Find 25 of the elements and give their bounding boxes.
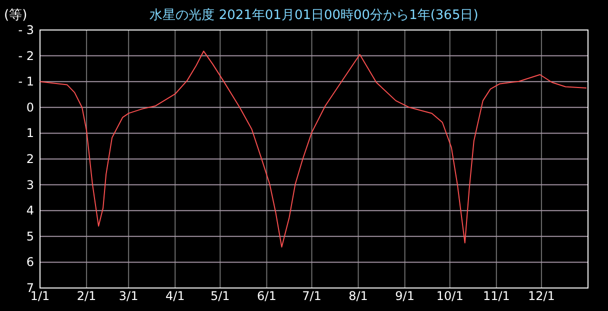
x-tick-label: 4/1: [165, 289, 185, 303]
y-tick-label: 3: [26, 178, 34, 192]
y-tick-label: 4: [26, 204, 34, 218]
x-tick-label: 8/1: [348, 289, 368, 303]
chart-title: 水星の光度 2021年01月01日00時00分から1年(365日): [150, 7, 478, 23]
x-tick-label: 1/1: [30, 289, 50, 303]
x-tick-label: 9/1: [395, 289, 414, 303]
y-tick-label: 0: [26, 100, 34, 114]
x-tick-label: 10/1: [436, 289, 464, 303]
y-tick-label: 1: [26, 126, 34, 140]
line-series: [40, 50, 587, 248]
x-tick-label: 3/1: [118, 289, 138, 303]
y-tick-label: 5: [26, 229, 34, 244]
x-tick-label: 2/1: [76, 289, 96, 303]
y-tick-label: - 3: [18, 23, 34, 37]
x-tick-label: 11/1: [482, 289, 510, 303]
y-tick-label: 6: [26, 255, 34, 270]
x-tick-label: 5/1: [210, 289, 230, 303]
y-tick-label: - 2: [18, 48, 34, 63]
y-tick-label: 2: [26, 152, 34, 166]
x-tick-label: 12/1: [528, 289, 555, 303]
x-tick-label: 6/1: [257, 289, 276, 303]
y-tick-label: - 1: [18, 74, 34, 89]
x-tick-label: 7/1: [302, 289, 322, 303]
y-axis-title: (等): [4, 8, 28, 23]
